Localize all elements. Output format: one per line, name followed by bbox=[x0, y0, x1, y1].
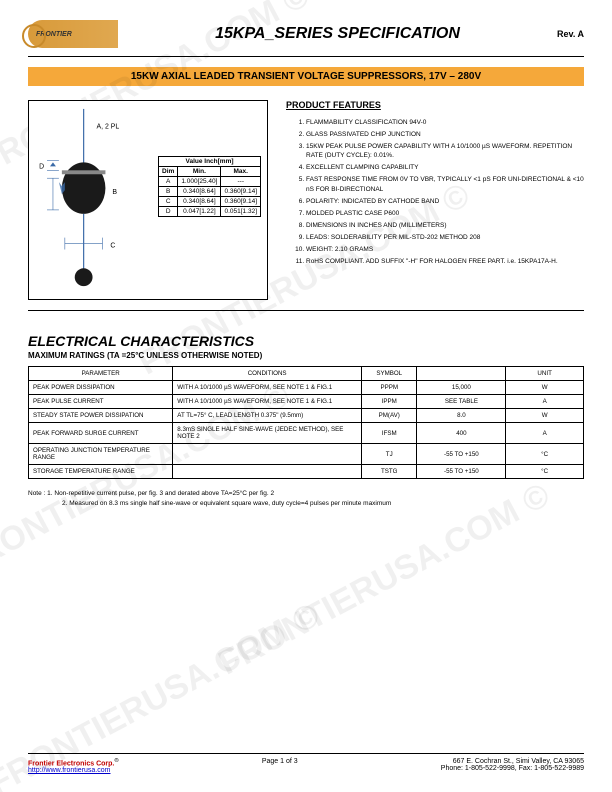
notes: Note : 1. Non-repetitive current pulse, … bbox=[28, 489, 584, 510]
elec-cell bbox=[173, 444, 362, 465]
dim-cell: B bbox=[159, 187, 178, 197]
elec-cell: PEAK PULSE CURRENT bbox=[29, 395, 173, 409]
svg-text:B: B bbox=[112, 189, 117, 196]
header-rule bbox=[28, 56, 584, 57]
elec-cell: W bbox=[506, 409, 584, 423]
footer: Frontier Electronics Corp.® http://www.f… bbox=[28, 753, 584, 774]
electrical-title: ELECTRICAL CHARACTERISTICS bbox=[28, 333, 584, 349]
elec-cell: TJ bbox=[361, 444, 417, 465]
feature-item: FLAMMABILITY CLASSIFICATION 94V-0 bbox=[306, 118, 584, 127]
elec-cell: PM(AV) bbox=[361, 409, 417, 423]
footer-right: 667 E. Cochran St., Simi Valley, CA 9306… bbox=[441, 758, 584, 774]
feature-item: DIMENSIONS IN INCHES AND (MILLIMETERS) bbox=[306, 221, 584, 230]
elec-cell: STORAGE TEMPERATURE RANGE bbox=[29, 465, 173, 479]
elec-head: SYMBOL bbox=[361, 367, 417, 381]
electrical-subtitle: MAXIMUM RATINGS (TA =25°C UNLESS OTHERWI… bbox=[28, 351, 584, 360]
product-features: PRODUCT FEATURES FLAMMABILITY CLASSIFICA… bbox=[278, 100, 584, 300]
footer-page: Page 1 of 3 bbox=[262, 758, 298, 774]
elec-cell: STEADY STATE POWER DISSIPATION bbox=[29, 409, 173, 423]
elec-cell: OPERATING JUNCTION TEMPERATURE RANGE bbox=[29, 444, 173, 465]
footer-phone: Phone: 1-805-522-9998, Fax: 1-805-522-99… bbox=[441, 765, 584, 772]
elec-cell: PEAK POWER DISSIPATION bbox=[29, 381, 173, 395]
top-section: D B A, 2 PL C Value Inch[mm] Dim Min. Ma… bbox=[28, 100, 584, 311]
dim-cell: 0.360[9.14] bbox=[221, 187, 261, 197]
elec-head bbox=[417, 367, 506, 381]
footer-addr: 667 E. Cochran St., Simi Valley, CA 9306… bbox=[453, 758, 584, 765]
elec-cell: WITH A 10/1000 µS WAVEFORM, SEE NOTE 1 &… bbox=[173, 395, 362, 409]
elec-cell: PPPM bbox=[361, 381, 417, 395]
footer-reg: ® bbox=[114, 758, 118, 764]
note-1: Note : 1. Non-repetitive current pulse, … bbox=[28, 489, 584, 499]
elec-cell: -55 TO +150 bbox=[417, 465, 506, 479]
feature-item: MOLDED PLASTIC CASE P600 bbox=[306, 209, 584, 218]
elec-cell: A bbox=[506, 395, 584, 409]
elec-cell: WITH A 10/1000 µS WAVEFORM, SEE NOTE 1 &… bbox=[173, 381, 362, 395]
dim-cell: A bbox=[159, 177, 178, 187]
elec-cell: °C bbox=[506, 444, 584, 465]
elec-cell bbox=[173, 465, 362, 479]
dim-cell: 0.051[1.32] bbox=[221, 207, 261, 217]
elec-cell: IPPM bbox=[361, 395, 417, 409]
dim-cell: D bbox=[159, 207, 178, 217]
elec-cell: 15,000 bbox=[417, 381, 506, 395]
elec-cell: A bbox=[506, 423, 584, 444]
feature-item: LEADS: SOLDERABILITY PER MIL-STD-202 MET… bbox=[306, 233, 584, 242]
footer-url[interactable]: http://www.frontierusa.com bbox=[28, 767, 110, 774]
elec-head: CONDITIONS bbox=[173, 367, 362, 381]
footer-corp: Frontier Electronics Corp. bbox=[28, 760, 114, 767]
elec-cell: 8.3mS SINGLE HALF SINE-WAVE (JEDEC METHO… bbox=[173, 423, 362, 444]
dim-cell: 0.360[9.14] bbox=[221, 197, 261, 207]
logo: FRONTIER bbox=[28, 20, 118, 48]
elec-cell: PEAK FORWARD SURGE CURRENT bbox=[29, 423, 173, 444]
dim-cell: 1.000[25.40] bbox=[178, 177, 221, 187]
svg-text:D: D bbox=[39, 163, 44, 170]
doc-title: 15KPA_SERIES SPECIFICATION bbox=[215, 25, 460, 43]
footer-left: Frontier Electronics Corp.® http://www.f… bbox=[28, 758, 119, 774]
elec-cell: 400 bbox=[417, 423, 506, 444]
features-list: FLAMMABILITY CLASSIFICATION 94V-0 GLASS … bbox=[286, 118, 584, 266]
feature-item: EXCELLENT CLAMPING CAPABILITY bbox=[306, 163, 584, 172]
features-title: PRODUCT FEATURES bbox=[286, 100, 584, 110]
subtitle-bar: 15KW AXIAL LEADED TRANSIENT VOLTAGE SUPP… bbox=[28, 67, 584, 86]
elec-cell: SEE TABLE bbox=[417, 395, 506, 409]
elec-cell: TSTG bbox=[361, 465, 417, 479]
package-diagram: D B A, 2 PL C Value Inch[mm] Dim Min. Ma… bbox=[28, 100, 268, 300]
dim-cell: 0.340[8.64] bbox=[178, 187, 221, 197]
svg-text:A, 2 PL: A, 2 PL bbox=[97, 124, 120, 131]
dim-head: Min. bbox=[178, 167, 221, 177]
feature-item: FAST RESPONSE TIME FROM 0V TO VBR, TYPIC… bbox=[306, 175, 584, 193]
feature-item: WEIGHT: 2.10 GRAMS bbox=[306, 245, 584, 254]
dim-cell: 0.340[8.64] bbox=[178, 197, 221, 207]
feature-item: POLARITY: INDICATED BY CATHODE BAND bbox=[306, 197, 584, 206]
electrical-table: PARAMETER CONDITIONS SYMBOL UNIT PEAK PO… bbox=[28, 366, 584, 479]
header: FRONTIER 15KPA_SERIES SPECIFICATION Rev.… bbox=[28, 20, 584, 48]
dim-cell: 0.047[1.22] bbox=[178, 207, 221, 217]
elec-head: PARAMETER bbox=[29, 367, 173, 381]
page-number: Page 1 of 3 bbox=[262, 758, 298, 765]
dim-head: Max. bbox=[221, 167, 261, 177]
revision: Rev. A bbox=[557, 29, 584, 39]
dim-caption: Value Inch[mm] bbox=[159, 157, 261, 167]
feature-item: GLASS PASSIVATED CHIP JUNCTION bbox=[306, 130, 584, 139]
elec-cell: W bbox=[506, 381, 584, 395]
elec-head: UNIT bbox=[506, 367, 584, 381]
logo-text: FRONTIER bbox=[36, 31, 72, 38]
dim-cell: --- bbox=[221, 177, 261, 187]
dimension-table: Value Inch[mm] Dim Min. Max. A1.000[25.4… bbox=[158, 156, 261, 217]
elec-cell: AT TL=75° C, LEAD LENGTH 0.375" (9.5mm) bbox=[173, 409, 362, 423]
elec-cell: °C bbox=[506, 465, 584, 479]
note-2: 2. Measured on 8.3 ms single half sine-w… bbox=[28, 499, 584, 509]
dim-head: Dim bbox=[159, 167, 178, 177]
elec-cell: 8.0 bbox=[417, 409, 506, 423]
elec-cell: IFSM bbox=[361, 423, 417, 444]
feature-item: 15KW PEAK PULSE POWER CAPABILITY WITH A … bbox=[306, 142, 584, 160]
svg-text:C: C bbox=[110, 243, 115, 250]
feature-item: RoHS COMPLIANT. ADD SUFFIX "-H" FOR HALO… bbox=[306, 257, 584, 266]
dim-cell: C bbox=[159, 197, 178, 207]
elec-cell: -55 TO +150 bbox=[417, 444, 506, 465]
